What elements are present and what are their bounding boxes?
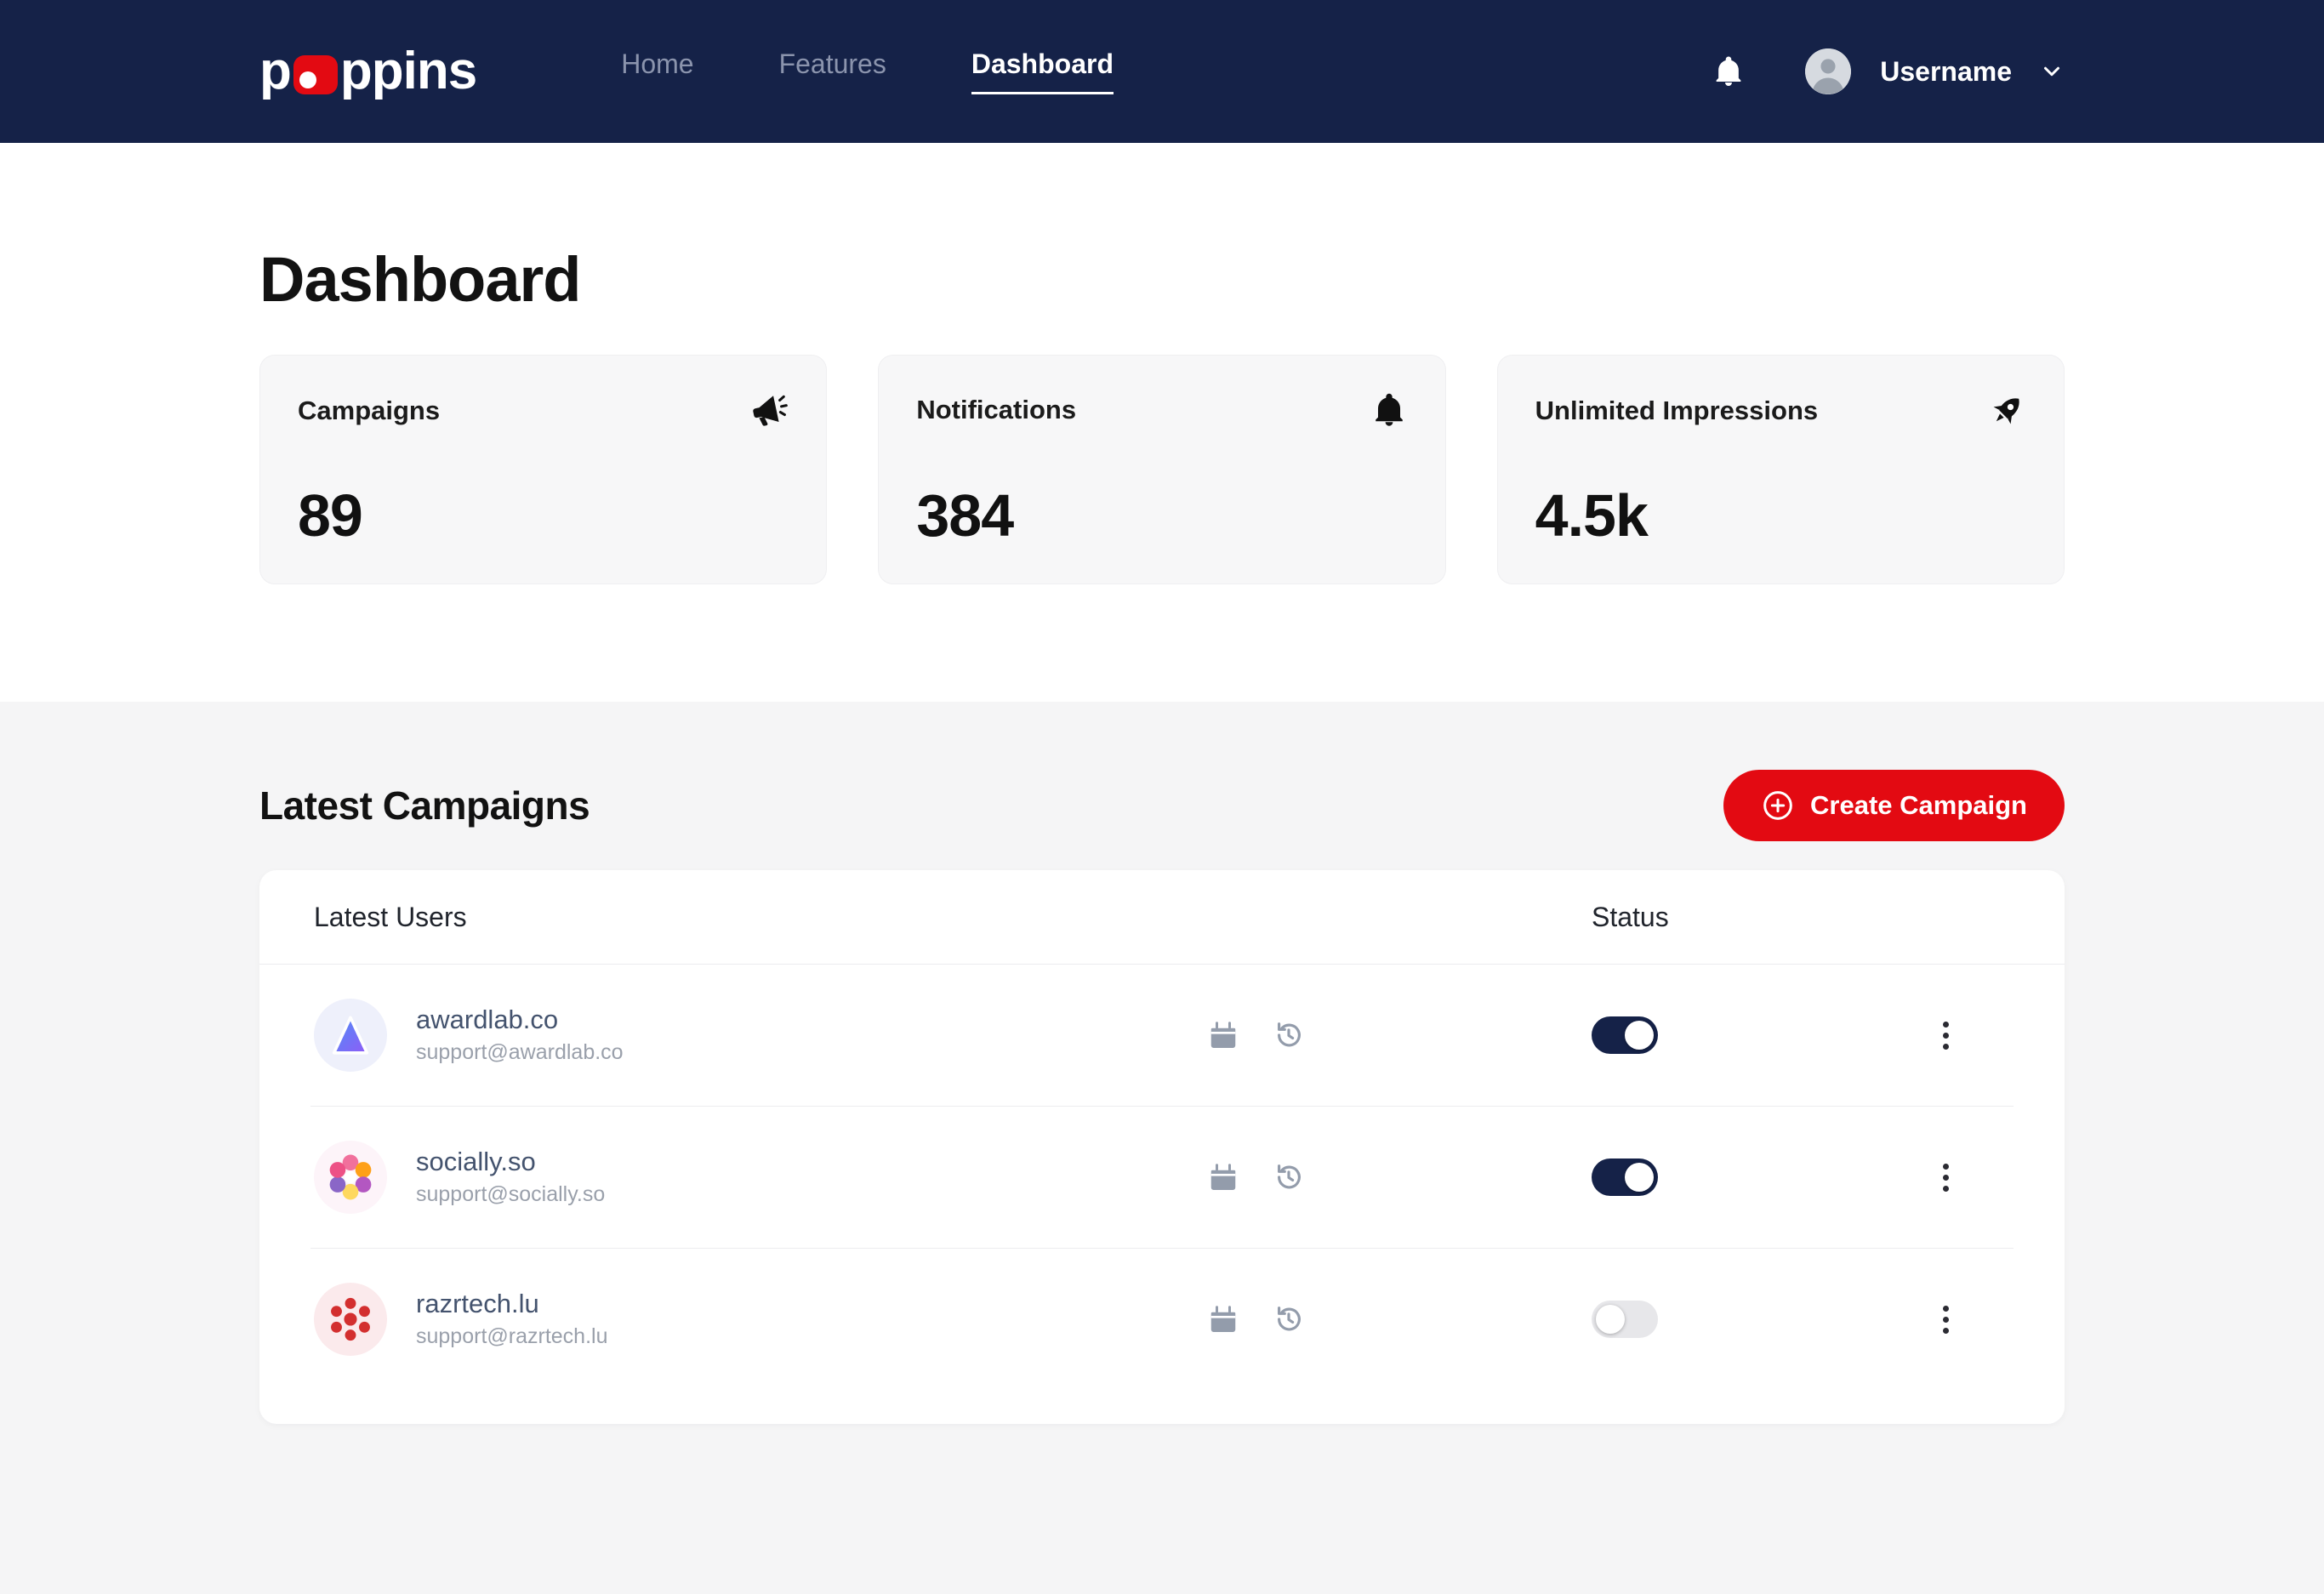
user-email: support@razrtech.lu [416, 1324, 608, 1349]
calendar-icon[interactable] [1208, 1304, 1239, 1335]
table-row: awardlab.co support@awardlab.co [259, 965, 2065, 1106]
kebab-menu-icon[interactable] [1942, 1305, 1949, 1334]
calendar-icon[interactable] [1208, 1020, 1239, 1050]
col-header-status: Status [1592, 901, 1669, 932]
table-row: razrtech.lu support@razrtech.lu [259, 1249, 2065, 1390]
table-row: socially.so support@socially.so [259, 1107, 2065, 1248]
stat-value-notifications: 384 [916, 482, 1014, 549]
toggle-knob [1625, 1163, 1654, 1192]
avatar-socially [314, 1141, 387, 1214]
user-email: support@awardlab.co [416, 1040, 624, 1065]
row-divider [310, 1248, 2014, 1249]
plus-circle-icon [1761, 788, 1795, 823]
logo-o-icon [293, 55, 338, 94]
calendar-icon[interactable] [1208, 1162, 1239, 1193]
nav-link-home[interactable]: Home [621, 48, 694, 79]
nav-link-features[interactable]: Features [778, 48, 886, 79]
toggle-knob [1596, 1305, 1625, 1334]
status-toggle[interactable] [1592, 1158, 1658, 1196]
latest-campaigns-section: Latest Campaigns Create Campaign Latest … [0, 702, 2324, 1594]
username-label[interactable]: Username [1880, 55, 2012, 87]
toggle-knob [1625, 1021, 1654, 1050]
campaigns-table: Latest Users Status [259, 870, 2065, 1424]
stat-card-campaigns: Campaigns 89 [259, 355, 828, 584]
kebab-menu-icon[interactable] [1942, 1021, 1949, 1050]
rocket-icon [1987, 391, 2026, 430]
top-navbar: p ppins Home Features Dashboard Use [0, 0, 2324, 143]
stat-label-campaigns: Campaigns [298, 396, 441, 425]
user-avatar[interactable] [1805, 48, 1852, 94]
create-campaign-button[interactable]: Create Campaign [1723, 770, 2065, 841]
stat-card-notifications: Notifications 384 [878, 355, 1446, 584]
nav-right: Username [1712, 48, 2065, 94]
stat-value-campaigns: 89 [298, 482, 363, 549]
stat-label-impressions: Unlimited Impressions [1535, 396, 1819, 425]
create-campaign-label: Create Campaign [1810, 790, 2027, 820]
user-name[interactable]: awardlab.co [416, 1005, 559, 1035]
nav-link-dashboard[interactable]: Dashboard [971, 48, 1114, 94]
bell-icon [1370, 391, 1408, 429]
status-toggle[interactable] [1592, 1016, 1658, 1054]
user-name[interactable]: razrtech.lu [416, 1289, 539, 1319]
notifications-bell-icon[interactable] [1712, 54, 1746, 88]
history-icon[interactable] [1273, 1303, 1305, 1335]
col-header-latest-users: Latest Users [314, 901, 467, 932]
avatar-awardlab [314, 999, 387, 1072]
user-email: support@socially.so [416, 1182, 606, 1207]
table-header: Latest Users Status [259, 870, 2065, 965]
logo[interactable]: p ppins [259, 42, 477, 100]
avatar-razrtech [314, 1283, 387, 1356]
section-title: Latest Campaigns [259, 783, 590, 828]
history-icon[interactable] [1273, 1161, 1305, 1193]
stat-label-notifications: Notifications [916, 395, 1077, 424]
chevron-down-icon[interactable] [2039, 59, 2065, 84]
logo-text-pre: p [259, 42, 292, 100]
row-divider [310, 1106, 2014, 1107]
logo-text-rest: ppins [339, 42, 477, 100]
nav-links: Home Features Dashboard [621, 48, 1114, 94]
history-icon[interactable] [1273, 1019, 1305, 1051]
stat-card-impressions: Unlimited Impressions 4.5k [1496, 355, 2065, 584]
stats-cards: Campaigns 89 Notifications [259, 355, 2065, 584]
megaphone-icon [749, 391, 789, 430]
page-title: Dashboard [259, 244, 582, 315]
user-name[interactable]: socially.so [416, 1147, 536, 1177]
stat-value-impressions: 4.5k [1535, 482, 1649, 549]
kebab-menu-icon[interactable] [1942, 1163, 1949, 1192]
